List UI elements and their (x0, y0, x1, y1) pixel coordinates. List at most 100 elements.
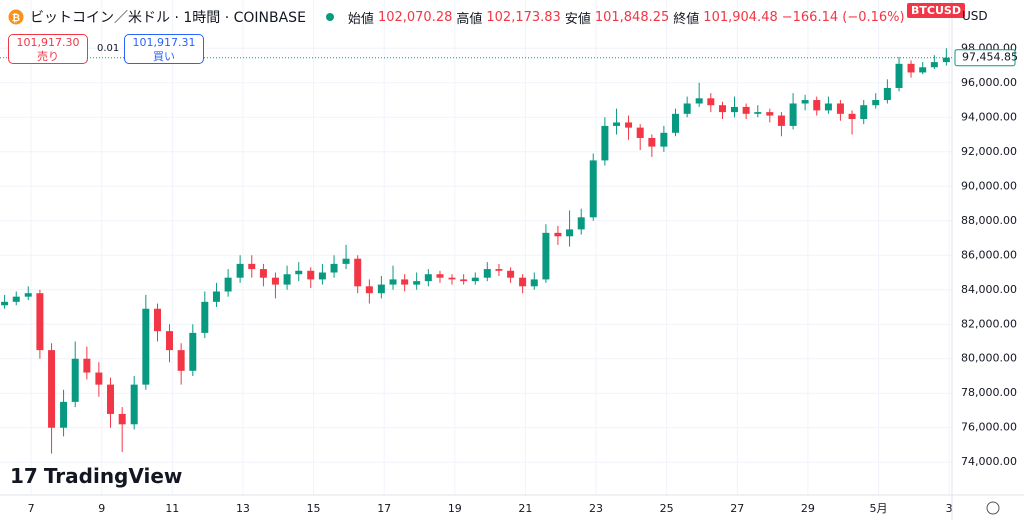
candle-body (483, 269, 491, 278)
candle-body (36, 293, 44, 351)
buy-button[interactable]: 101,917.31 買い (124, 34, 204, 64)
y-tick-label: 86,000.00 (961, 248, 1017, 261)
candle-body (577, 217, 585, 230)
candle-body (942, 57, 950, 63)
candle-body (12, 296, 20, 302)
candle-body (448, 277, 456, 280)
y-tick-label: 90,000.00 (961, 179, 1017, 192)
candle-body (295, 270, 303, 275)
high-value: 102,173.83 (486, 9, 561, 25)
candle-body (413, 281, 421, 285)
candle-body (201, 301, 209, 333)
sell-label: 売り (37, 50, 59, 63)
currency-selector[interactable]: USD (962, 9, 988, 23)
market-status-dot (325, 13, 334, 21)
candle-body (636, 127, 644, 138)
candle-body (754, 112, 762, 114)
candle-body (695, 98, 703, 104)
buy-price: 101,917.31 (132, 36, 196, 49)
candle-body (742, 106, 750, 114)
x-tick-label: 17 (377, 502, 391, 515)
candle-body (436, 274, 444, 278)
buy-label: 買い (153, 50, 175, 63)
candle-body (777, 115, 785, 126)
candle-body (824, 103, 832, 111)
close-value: 101,904.48 (703, 9, 778, 25)
candle-body (212, 291, 220, 302)
candle-body (342, 258, 350, 264)
x-tick-label: 9 (98, 502, 105, 515)
x-tick-label: 19 (448, 502, 462, 515)
candle-body (283, 274, 291, 285)
candle-body (318, 272, 326, 280)
candle-body (95, 372, 103, 385)
tradingview-logo: 𝟭𝟳 TradingView (10, 464, 183, 488)
candle-body (401, 279, 409, 285)
candle-body (872, 100, 880, 106)
y-tick-label: 94,000.00 (961, 110, 1017, 123)
candle-body (471, 277, 479, 282)
candle-body (153, 308, 161, 332)
symbol-title[interactable]: ビットコイン／米ドル · 1時間 · COINBASE (30, 10, 306, 26)
candle-body (177, 350, 185, 371)
candle-body (330, 263, 338, 273)
candle-body (601, 125, 609, 161)
spread: 0.01 (97, 43, 120, 54)
candle-body (83, 358, 91, 373)
x-tick-label: 13 (236, 502, 250, 515)
sell-button[interactable]: 101,917.30 売り (8, 34, 88, 64)
x-tick-label: 11 (165, 502, 179, 515)
x-tick-label: 23 (589, 502, 603, 515)
y-tick-label: 92,000.00 (961, 145, 1017, 158)
candle-body (919, 67, 927, 73)
x-tick-label: 3 (946, 502, 953, 515)
y-tick-label: 96,000.00 (961, 76, 1017, 89)
candle-body (354, 258, 362, 287)
x-tick-label: 21 (518, 502, 532, 515)
x-tick-label: 27 (730, 502, 744, 515)
candle-body (519, 277, 527, 287)
settings-icon (986, 501, 1000, 515)
candle-body (589, 160, 597, 218)
candle-body (271, 277, 279, 285)
x-tick-label: 25 (660, 502, 674, 515)
candle-body (236, 263, 244, 278)
y-tick-label: 88,000.00 (961, 214, 1017, 227)
candle-body (224, 277, 232, 292)
candle-body (625, 122, 633, 128)
candle-body (836, 103, 844, 114)
candle-body (365, 286, 373, 294)
candle-body (377, 284, 385, 294)
close-label: 終値 (673, 11, 700, 27)
candle-body (130, 384, 138, 425)
x-tick-label: 15 (307, 502, 321, 515)
candles (1, 48, 950, 454)
candle-body (107, 384, 115, 414)
last-price-label: 97,454.85 (962, 51, 1018, 64)
candle-body (930, 62, 938, 68)
candle-body (389, 279, 397, 285)
candle-body (118, 413, 126, 425)
candle-body (848, 113, 856, 120)
candle-body (542, 232, 550, 280)
candle-body (307, 270, 315, 280)
y-tick-label: 82,000.00 (961, 317, 1017, 330)
low-value: 101,848.25 (594, 9, 670, 25)
candle-body (860, 105, 868, 120)
symbol-header: ₿ ビットコイン／米ドル · 1時間 · COINBASE 始値 102,070.… (8, 7, 909, 27)
y-tick-label: 78,000.00 (961, 386, 1017, 399)
y-tick-label: 76,000.00 (961, 421, 1017, 434)
candle-body (789, 103, 797, 126)
candle-body (554, 232, 562, 237)
last-price-box (954, 49, 1016, 67)
candle-body (660, 132, 668, 147)
svg-text:₿: ₿ (12, 12, 20, 24)
y-tick-label: 84,000.00 (961, 283, 1017, 296)
candle-body (165, 331, 173, 351)
candle-body (648, 137, 656, 147)
candle-body (672, 113, 680, 133)
logo-text: TradingView (43, 464, 183, 488)
candle-body (613, 122, 621, 126)
candle-body (248, 263, 256, 270)
